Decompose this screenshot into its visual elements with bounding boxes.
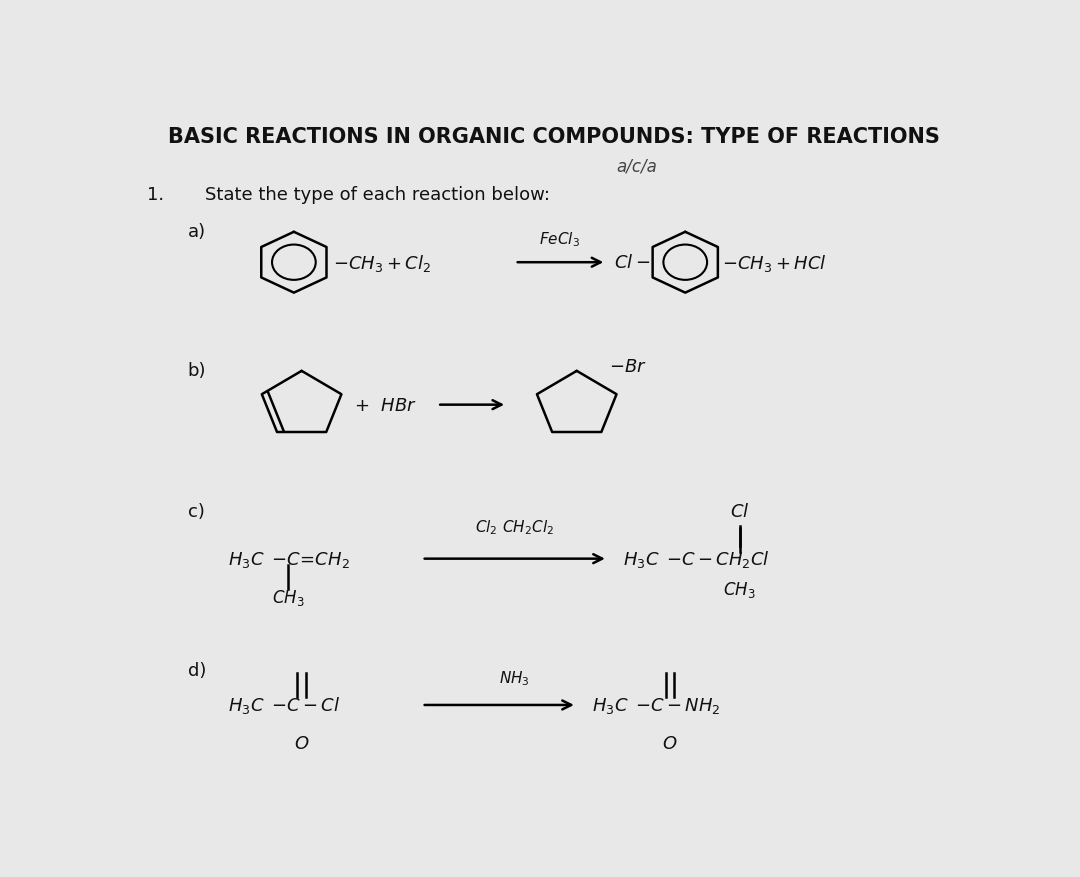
Text: $-C-CH_2Cl$: $-C-CH_2Cl$ <box>666 548 770 569</box>
Text: d): d) <box>188 661 206 680</box>
Text: b): b) <box>188 361 206 380</box>
Text: $H_3C$: $H_3C$ <box>228 549 265 569</box>
Text: $CH_3$: $CH_3$ <box>724 580 756 600</box>
Text: $H_3C$: $H_3C$ <box>623 549 660 569</box>
Text: $Cl-$: $Cl-$ <box>613 254 650 272</box>
Text: $NH_3$: $NH_3$ <box>499 669 530 688</box>
Text: $-CH_3 + HCl$: $-CH_3 + HCl$ <box>723 253 827 274</box>
Text: $-CH_3 + Cl_2$: $-CH_3 + Cl_2$ <box>333 253 431 274</box>
Text: $O$: $O$ <box>662 735 677 752</box>
Text: $-C\!=\!CH_2$: $-C\!=\!CH_2$ <box>271 549 349 569</box>
Text: a/c/a: a/c/a <box>617 158 658 175</box>
Text: BASIC REACTIONS IN ORGANIC COMPOUNDS: TYPE OF REACTIONS: BASIC REACTIONS IN ORGANIC COMPOUNDS: TY… <box>167 127 940 146</box>
Text: $H_3C$: $H_3C$ <box>228 695 265 715</box>
Text: $-C-Cl$: $-C-Cl$ <box>271 696 340 714</box>
Text: $Cl$: $Cl$ <box>730 503 750 520</box>
Text: $-C-NH_2$: $-C-NH_2$ <box>635 695 720 715</box>
Text: c): c) <box>188 503 204 520</box>
Text: 1.: 1. <box>147 186 164 204</box>
Text: $H_3C$: $H_3C$ <box>592 695 629 715</box>
Text: $-Br$: $-Br$ <box>609 358 647 375</box>
Text: State the type of each reaction below:: State the type of each reaction below: <box>205 186 550 204</box>
Text: $FeCl_3$: $FeCl_3$ <box>539 231 580 249</box>
Text: $+\ \ HBr$: $+\ \ HBr$ <box>353 396 417 414</box>
Text: $Cl_2\ CH_2Cl_2$: $Cl_2\ CH_2Cl_2$ <box>475 517 554 536</box>
Text: $CH_3$: $CH_3$ <box>272 588 305 608</box>
Text: a): a) <box>188 223 206 241</box>
Text: $O$: $O$ <box>294 735 309 752</box>
